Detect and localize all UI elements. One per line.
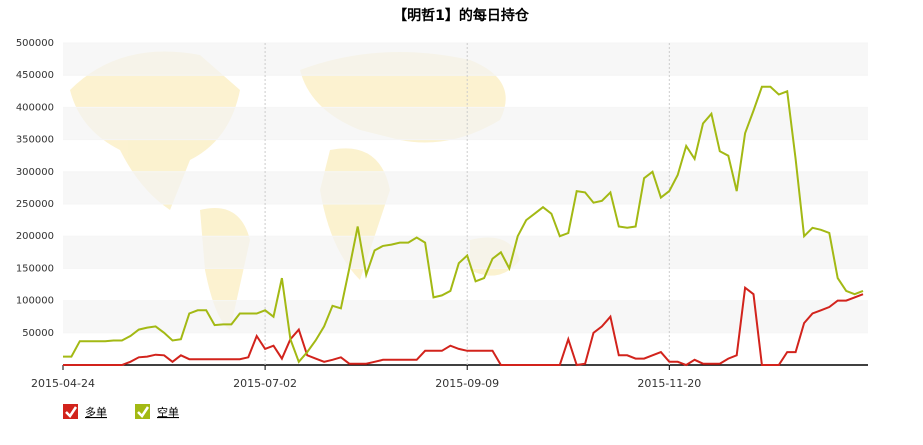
x-tick-label: 2015-04-24 <box>31 377 95 390</box>
y-tick-label: 400000 <box>16 102 54 113</box>
legend-check <box>65 406 78 418</box>
grid-band <box>63 171 868 204</box>
grid-band <box>63 43 868 76</box>
x-tick-label: 2015-09-09 <box>435 377 499 390</box>
y-tick-label: 50000 <box>22 328 54 339</box>
grid-band <box>63 236 868 269</box>
grid-band <box>63 300 868 333</box>
y-tick-label: 350000 <box>16 135 54 146</box>
legend-item[interactable]: 多单 <box>63 404 107 419</box>
x-tick-label: 2015-07-02 <box>233 377 297 390</box>
legend-item[interactable]: 空单 <box>135 404 179 419</box>
series-line <box>63 85 864 364</box>
legend-label: 多单 <box>85 405 107 419</box>
y-tick-label: 300000 <box>16 167 54 178</box>
y-tick-label: 250000 <box>16 199 54 210</box>
y-tick-label: 100000 <box>16 296 54 307</box>
y-tick-label: 500000 <box>16 38 54 49</box>
x-tick-label: 2015-11-20 <box>637 377 701 390</box>
chart-title: 【明哲1】的每日持仓 <box>393 7 530 24</box>
legend-label: 空单 <box>157 405 179 419</box>
y-tick-label: 450000 <box>16 70 54 81</box>
legend-check <box>137 406 150 418</box>
y-tick-label: 150000 <box>16 263 54 274</box>
series-line <box>63 285 864 367</box>
grid-band <box>63 107 868 140</box>
y-tick-label: 200000 <box>16 231 54 242</box>
